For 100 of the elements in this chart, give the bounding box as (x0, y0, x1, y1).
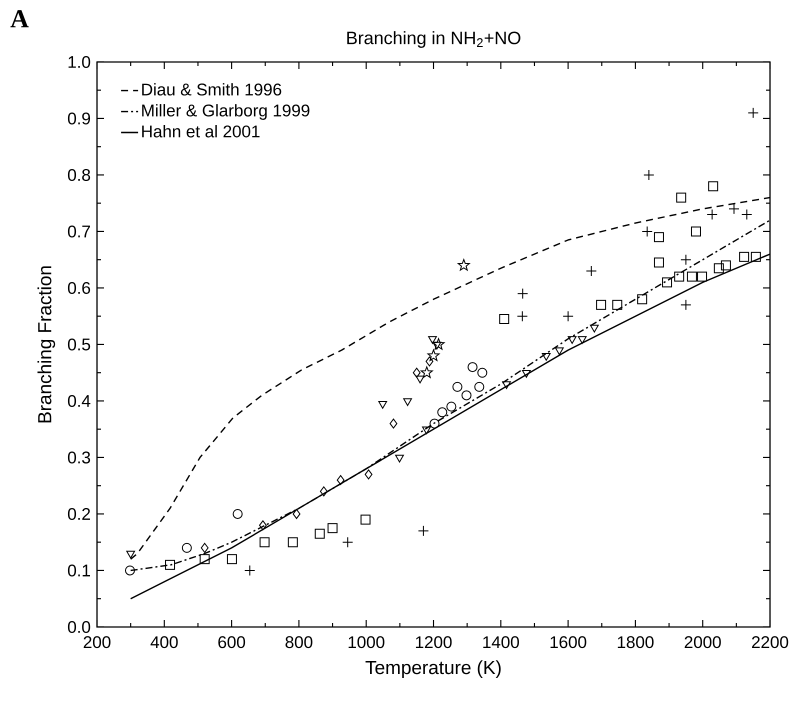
point (336, 475, 345, 486)
point (642, 226, 653, 237)
point (420, 366, 433, 378)
point (427, 349, 440, 362)
point (596, 300, 606, 310)
point (654, 232, 664, 242)
point (403, 398, 412, 406)
point (676, 192, 686, 203)
x-tick-label: 2200 (752, 636, 788, 648)
y-tick-label: 0.0 (68, 620, 90, 633)
point (461, 390, 472, 400)
y-tick-label: 0.5 (68, 338, 90, 350)
x-tick-label: 200 (84, 636, 110, 648)
point (477, 368, 488, 378)
x-tick-label: 2000 (684, 636, 721, 648)
x-tick-label: 1600 (550, 636, 586, 648)
y-tick-label: 0.1 (68, 564, 90, 576)
y-tick-label: 0.2 (68, 508, 90, 520)
point (586, 266, 597, 277)
point (690, 226, 701, 236)
y-axis-title: Branching Fraction (37, 266, 56, 422)
point (320, 486, 328, 496)
point (720, 260, 731, 270)
point (452, 382, 462, 392)
point (474, 382, 484, 392)
point (360, 514, 371, 525)
point (662, 277, 672, 288)
x-tick-label: 1800 (618, 636, 654, 648)
legend-label: Hahn et al 2001 (142, 125, 260, 138)
legend-label: Diau & Smith 1996 (142, 83, 282, 96)
point (390, 418, 398, 429)
point (232, 508, 243, 519)
point (522, 370, 531, 378)
point (516, 310, 528, 322)
y-tick-label: 1.0 (68, 56, 90, 68)
point (554, 347, 564, 356)
point (342, 536, 354, 548)
point (432, 342, 442, 350)
point (739, 252, 750, 262)
x-tick-label: 400 (150, 636, 178, 648)
y-tick-label: 0.4 (68, 394, 90, 407)
point (446, 402, 456, 412)
point (260, 537, 270, 548)
point (418, 525, 429, 536)
point (750, 252, 761, 262)
point (708, 181, 718, 192)
point (126, 550, 136, 559)
point (428, 336, 437, 344)
point (674, 272, 684, 282)
x-axis-title: Temperature (K) (366, 660, 501, 678)
point (714, 263, 724, 274)
point (468, 362, 478, 372)
y-tick-label: 0.9 (68, 112, 90, 124)
point (288, 537, 298, 548)
point (200, 542, 209, 553)
point (706, 209, 718, 220)
point (124, 565, 135, 576)
point (542, 353, 551, 361)
x-tick-label: 1000 (348, 636, 384, 648)
point (680, 254, 692, 266)
point (378, 401, 388, 409)
point (458, 259, 470, 271)
point (612, 300, 622, 310)
point (200, 554, 210, 564)
point (412, 368, 421, 378)
point (292, 508, 300, 519)
point (165, 560, 176, 570)
point (226, 554, 237, 564)
point (328, 523, 338, 534)
point (637, 294, 648, 304)
y-tick-label: 0.6 (68, 282, 90, 294)
chart-title: Branching in NH$_{2}$+NO (347, 31, 520, 48)
point (568, 336, 577, 344)
point (364, 469, 372, 480)
point (697, 272, 708, 282)
point (416, 376, 424, 384)
x-tick-label: 600 (218, 636, 246, 648)
point (499, 314, 510, 324)
point (426, 356, 434, 366)
text: A (10, 10, 29, 28)
point (502, 381, 511, 390)
point (680, 299, 692, 310)
point (654, 258, 664, 268)
y-tick-label: 0.3 (68, 451, 90, 464)
point (395, 454, 404, 462)
point (643, 169, 654, 180)
y-tick-label: 0.7 (68, 225, 90, 238)
point (314, 528, 325, 539)
point (517, 288, 528, 300)
point (562, 310, 574, 322)
point (590, 324, 599, 333)
x-tick-label: 1400 (483, 636, 519, 648)
point (259, 520, 267, 530)
legend-label: Miller & Glarborg 1999 (142, 104, 310, 120)
point (437, 407, 448, 418)
point (422, 426, 431, 434)
point (686, 272, 697, 282)
point (244, 564, 256, 576)
y-tick-label: 0.8 (68, 168, 90, 181)
point (748, 107, 759, 118)
